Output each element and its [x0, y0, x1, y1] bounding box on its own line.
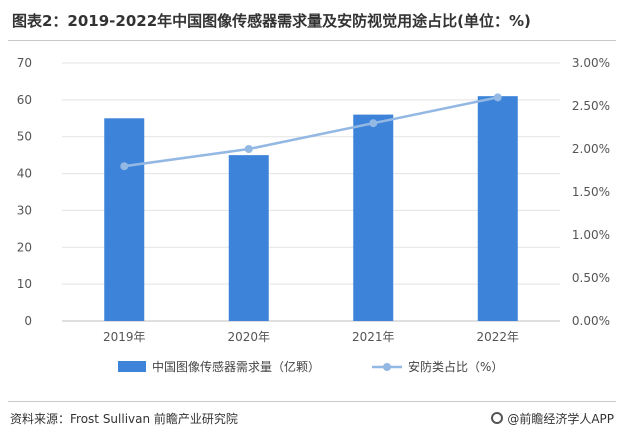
legend-swatch-point: [383, 363, 391, 371]
y-right-tick-label: 1.00%: [572, 228, 610, 242]
source-note: 资料来源：Frost Sullivan 前瞻产业研究院: [10, 411, 238, 426]
legend-label-line: 安防类占比（%）: [408, 359, 503, 374]
series-point: [244, 145, 253, 153]
y-left-tick-label: 50: [17, 130, 32, 144]
bar: [228, 155, 269, 321]
y-left-tick-label: 20: [17, 240, 32, 254]
bottom-divider: [8, 401, 616, 402]
series-point: [493, 93, 502, 102]
y-left-tick-label: 10: [17, 277, 32, 291]
footer: 资料来源：Frost Sullivan 前瞻产业研究院 @前瞻经济学人APP: [10, 406, 614, 430]
bar: [477, 96, 518, 322]
series-point: [369, 119, 378, 128]
x-tick-label: 2020年: [227, 330, 270, 344]
y-right-tick-label: 0.50%: [572, 271, 610, 285]
brand-label: @前瞻经济学人APP: [507, 411, 614, 426]
brand-credit: @前瞻经济学人APP: [491, 410, 614, 427]
y-left-tick-label: 60: [17, 93, 32, 107]
bar: [353, 114, 394, 321]
x-tick-label: 2022年: [476, 330, 519, 344]
x-tick-label: 2019年: [103, 330, 146, 344]
chart-canvas: 0 10 20 30 40 50 60 70 0.00% 0.50% 1.00% 1.50% 2.00%…: [17, 56, 610, 374]
series-line: [124, 96, 499, 168]
y-right-tick-label: 1.50%: [572, 185, 610, 199]
y-left-tick-label: 30: [17, 203, 32, 217]
y-left-tick-label: 70: [17, 56, 32, 70]
chart-title: 图表2：2019-2022年中国图像传感器需求量及安防视觉用途占比(单位：%): [12, 12, 531, 30]
y-right-tick-label: 3.00%: [572, 56, 610, 70]
series-point: [120, 162, 129, 171]
y-right-tick-label: 0.00%: [572, 314, 610, 328]
y-right-tick-label: 2.50%: [572, 99, 610, 113]
bar: [104, 118, 145, 322]
y-right-tick-label: 2.00%: [572, 142, 610, 156]
legend-swatch-bar: [118, 361, 146, 372]
y-left-tick-label: 40: [17, 167, 32, 181]
legend-label-bar: 中国图像传感器需求量（亿颗）: [152, 359, 320, 374]
x-tick-label: 2021年: [352, 330, 395, 344]
y-left-tick-label: 0: [24, 314, 32, 328]
brand-logo-icon: [491, 412, 504, 424]
top-divider: [8, 40, 616, 41]
